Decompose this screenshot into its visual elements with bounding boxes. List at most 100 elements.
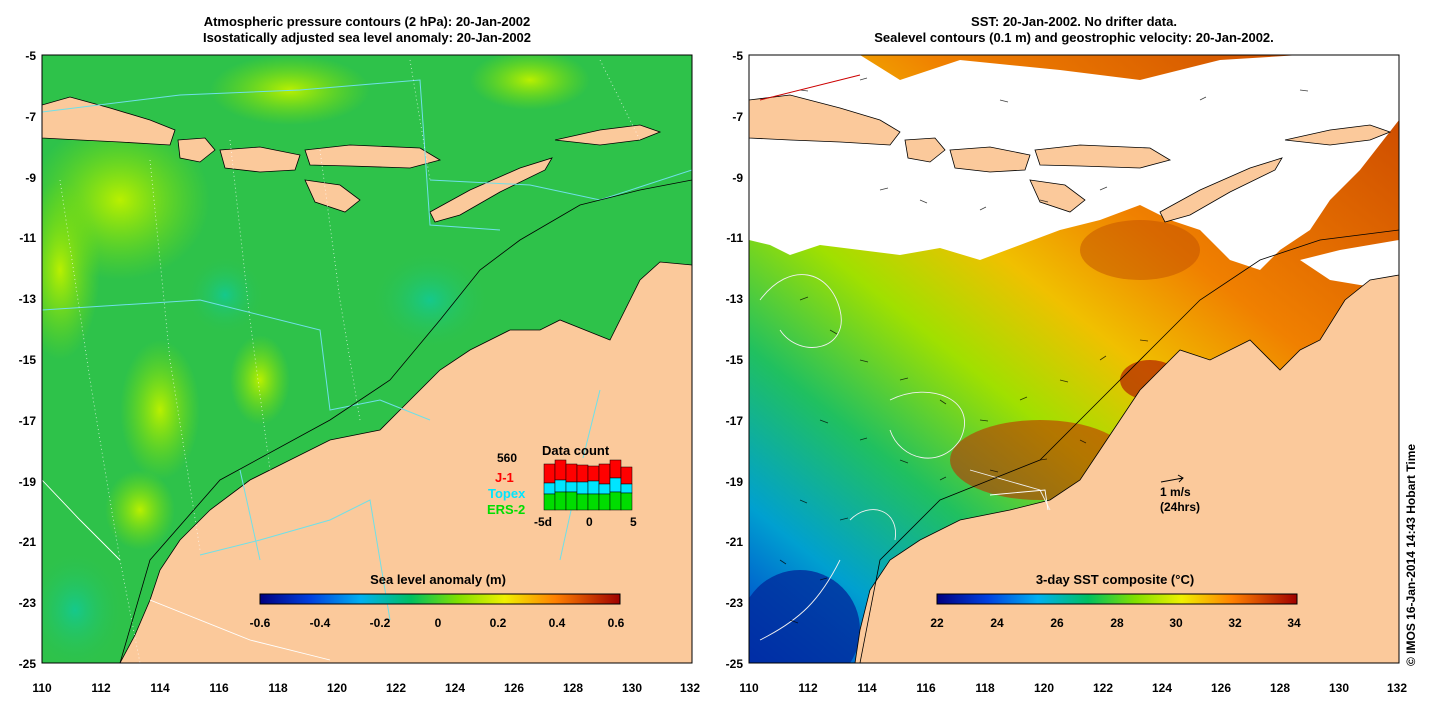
- right-title-line2: Sealevel contours (0.1 m) and geostrophi…: [874, 30, 1274, 45]
- velocity-key-arrow-icon: [1160, 474, 1184, 483]
- right-lat-ticks: -5 -7 -9 -11 -13 -15 -17 -19 -21 -23 -25: [726, 49, 744, 671]
- lon-tick: 124: [445, 681, 465, 695]
- sst-tick: 30: [1169, 616, 1183, 630]
- shelf-break-contour: [119, 179, 692, 663]
- bali-lombok-islands: [177, 137, 216, 163]
- legend-ers2: ERS-2: [487, 502, 525, 517]
- australia-mainland: [854, 274, 1399, 663]
- lat-tick: -13: [726, 292, 744, 306]
- sst-tick: 34: [1287, 616, 1301, 630]
- velocity-key-label: 1 m/s: [1160, 485, 1191, 499]
- sst-tick: 24: [990, 616, 1004, 630]
- lat-tick: -11: [726, 231, 743, 245]
- lat-tick: -9: [25, 171, 36, 185]
- lon-tick: 122: [1093, 681, 1113, 695]
- right-title: SST: 20-Jan-2002. No drifter data. Seale…: [749, 14, 1399, 46]
- left-map-frame: [41, 54, 693, 664]
- bali-lombok-islands: [904, 137, 946, 163]
- lat-tick: -5: [25, 49, 36, 63]
- left-land: [42, 96, 692, 663]
- lon-tick: 118: [268, 681, 288, 695]
- data-count-tick-right: 5: [630, 515, 637, 529]
- java-island: [42, 96, 176, 146]
- sla-tick: 0: [435, 616, 442, 630]
- sla-tick: -0.6: [250, 616, 271, 630]
- imos-credit: © IMOS 16-Jan-2014 14:43 Hobart Time: [1404, 443, 1418, 666]
- data-count-tick-left: -5d: [534, 515, 552, 529]
- lat-tick: -19: [19, 475, 37, 489]
- sla-tick: -0.4: [310, 616, 331, 630]
- lon-tick: 128: [1270, 681, 1290, 695]
- sla-tick: 0.2: [490, 616, 507, 630]
- velocity-key: 1 m/s (24hrs): [1160, 474, 1200, 514]
- sumba-island: [1029, 179, 1086, 213]
- right-land: [749, 94, 1399, 663]
- lon-tick: 124: [1152, 681, 1172, 695]
- lat-tick: -21: [726, 535, 744, 549]
- lon-tick: 128: [563, 681, 583, 695]
- lat-tick: -17: [726, 414, 744, 428]
- flores-island: [304, 144, 442, 169]
- sst-colorbar-ramp: [936, 593, 1298, 605]
- track-line: [759, 74, 861, 101]
- lon-tick: 122: [386, 681, 406, 695]
- lat-tick: -7: [25, 110, 36, 124]
- lat-tick: -17: [19, 414, 37, 428]
- right-lon-ticks: 110 112 114 116 118 120 122 124 126 128 …: [739, 681, 1407, 695]
- sla-low-patch: [185, 255, 265, 335]
- sla-high-patch: [42, 180, 100, 360]
- data-count-inset: Data count 560 J-1 Topex ERS-2 -5d 0 5: [487, 443, 637, 529]
- sumbawa-island: [949, 146, 1031, 173]
- shelf-break-contour: [859, 229, 1399, 663]
- sla-colorbar-label: Sea level anomaly (m): [370, 572, 506, 587]
- sla-tick: 0.6: [608, 616, 625, 630]
- lon-tick: 130: [622, 681, 642, 695]
- sla-high-patch: [470, 55, 590, 110]
- sst-colorbar-ticks: 22 24 26 28 30 32 34: [930, 616, 1301, 630]
- flores-island: [1034, 144, 1172, 169]
- lon-tick: 116: [916, 681, 936, 695]
- sla-high-patch: [105, 470, 175, 550]
- sst-cool-patch: [749, 570, 860, 663]
- sst-colorbar-label: 3-day SST composite (°C): [1036, 572, 1194, 587]
- legend-j1: J-1: [495, 470, 514, 485]
- lon-tick: 120: [1034, 681, 1054, 695]
- lat-tick: -7: [732, 110, 743, 124]
- data-count-title: Data count: [542, 443, 610, 458]
- sst-tick: 32: [1228, 616, 1242, 630]
- sst-colorbar: 3-day SST composite (°C) 22 24 26 28 30 …: [930, 572, 1301, 630]
- left-lat-ticks: -5 -7 -9 -11 -13 -15 -17 -19 -21 -23 -25: [19, 49, 37, 671]
- legend-topex: Topex: [488, 486, 526, 501]
- lon-tick: 120: [327, 681, 347, 695]
- sla-colorbar-ramp: [259, 593, 621, 605]
- track-line: [42, 479, 331, 661]
- lon-tick: 126: [504, 681, 524, 695]
- lon-tick: 112: [798, 681, 818, 695]
- data-count-tick-mid: 0: [586, 515, 593, 529]
- lat-tick: -5: [732, 49, 743, 63]
- australia-mainland: [119, 261, 692, 663]
- sla-low-patch: [42, 550, 125, 663]
- data-count-max: 560: [497, 451, 517, 465]
- sla-high-patch: [230, 335, 290, 425]
- lon-tick: 110: [32, 681, 52, 695]
- lon-tick: 126: [1211, 681, 1231, 695]
- lon-tick: 132: [1387, 681, 1407, 695]
- cloud-mask: [1300, 240, 1399, 290]
- pressure-contours: [59, 59, 641, 663]
- java-island: [749, 94, 901, 146]
- lat-tick: -23: [726, 596, 744, 610]
- left-title-line1: Atmospheric pressure contours (2 hPa): 2…: [203, 14, 531, 29]
- lat-tick: -9: [732, 171, 743, 185]
- lat-tick: -23: [19, 596, 37, 610]
- track-line: [989, 489, 1049, 511]
- geostrophic-velocity-arrows: [779, 77, 1309, 624]
- lat-tick: -15: [19, 353, 37, 367]
- sla-colorbar-ticks: -0.6 -0.4 -0.2 0 0.2 0.4 0.6: [250, 616, 625, 630]
- left-map: [42, 55, 692, 663]
- lon-tick: 116: [209, 681, 229, 695]
- sla-tick: 0.4: [549, 616, 566, 630]
- sla-low-patch: [370, 250, 490, 350]
- lat-tick: -25: [726, 657, 744, 671]
